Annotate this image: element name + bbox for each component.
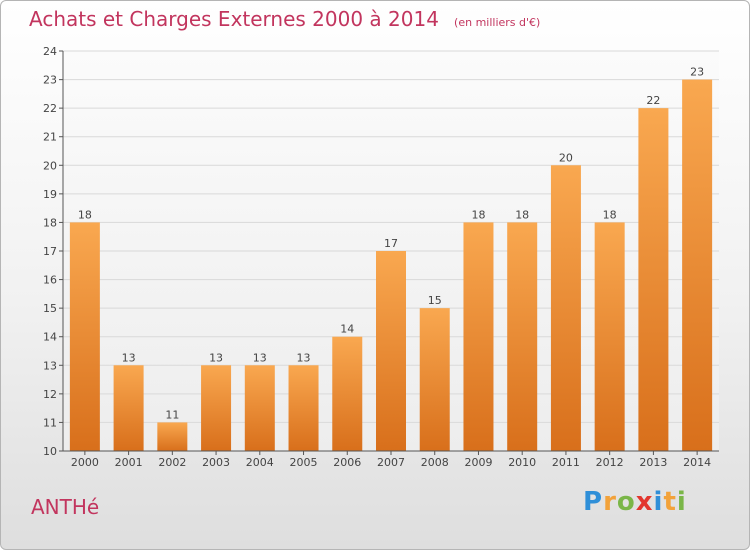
- data-label: 11: [165, 408, 179, 421]
- data-label: 13: [122, 351, 136, 364]
- bar: [376, 251, 406, 451]
- data-label: 18: [603, 208, 617, 221]
- x-tick-label: 2004: [246, 456, 274, 469]
- data-label: 23: [690, 66, 704, 79]
- bar: [113, 365, 144, 451]
- bar: [288, 365, 319, 451]
- y-tick-label: 17: [43, 245, 57, 258]
- data-label: 18: [78, 208, 92, 221]
- bar: [638, 108, 669, 452]
- bar: [550, 165, 581, 452]
- x-tick-label: 2009: [464, 456, 492, 469]
- y-tick-label: 18: [43, 216, 57, 229]
- data-label: 13: [253, 351, 267, 364]
- logo-letter: t: [663, 487, 677, 517]
- data-label: 22: [646, 94, 660, 107]
- bar: [682, 79, 713, 452]
- data-label: 20: [559, 151, 573, 164]
- data-label: 15: [428, 294, 442, 307]
- bar: [419, 308, 450, 451]
- y-tick-label: 10: [43, 445, 57, 458]
- data-label: 14: [340, 323, 354, 336]
- y-tick-label: 13: [43, 359, 57, 372]
- x-tick-label: 2008: [421, 456, 449, 469]
- data-label: 18: [515, 208, 529, 221]
- y-tick-label: 19: [43, 188, 57, 201]
- bar: [157, 422, 188, 451]
- x-tick-label: 2010: [508, 456, 536, 469]
- data-label: 13: [209, 351, 223, 364]
- bar: [244, 365, 275, 451]
- x-tick-label: 2007: [377, 456, 405, 469]
- commune-name: ANTHé: [31, 495, 100, 519]
- x-tick-label: 2012: [596, 456, 624, 469]
- y-tick-label: 16: [43, 274, 57, 287]
- y-tick-label: 12: [43, 388, 57, 401]
- y-tick-label: 22: [43, 102, 57, 115]
- bar: [463, 222, 494, 451]
- data-label: 18: [471, 208, 485, 221]
- x-tick-label: 2001: [115, 456, 143, 469]
- bar: [69, 222, 100, 451]
- logo-letter: P: [583, 487, 604, 517]
- y-tick-label: 21: [43, 131, 57, 144]
- x-tick-label: 2013: [639, 456, 667, 469]
- x-tick-label: 2000: [71, 456, 99, 469]
- x-tick-label: 2005: [290, 456, 318, 469]
- y-tick-label: 20: [43, 159, 57, 172]
- logo-letter: o: [616, 487, 636, 517]
- bar: [594, 222, 625, 451]
- logo-letter: x: [635, 487, 654, 517]
- x-tick-label: 2002: [158, 456, 186, 469]
- logo-letter: i: [676, 487, 687, 517]
- x-tick-label: 2011: [552, 456, 580, 469]
- y-tick-label: 23: [43, 74, 57, 87]
- logo-letter: r: [603, 487, 617, 517]
- data-label: 13: [297, 351, 311, 364]
- chart-title: Achats et Charges Externes 2000 à 2014: [29, 7, 439, 31]
- x-tick-label: 2003: [202, 456, 230, 469]
- x-tick-label: 2014: [683, 456, 711, 469]
- bar: [332, 336, 363, 451]
- bar: [201, 365, 232, 451]
- title-row: Achats et Charges Externes 2000 à 2014 (…: [29, 7, 540, 31]
- y-tick-label: 11: [43, 416, 57, 429]
- y-tick-label: 15: [43, 302, 57, 315]
- data-label: 17: [384, 237, 398, 250]
- proxiti-logo[interactable]: Proxiti: [583, 487, 687, 517]
- logo-letter: i: [653, 487, 664, 517]
- x-tick-label: 2006: [333, 456, 361, 469]
- y-tick-label: 24: [43, 45, 57, 58]
- y-tick-label: 14: [43, 331, 57, 344]
- chart-unit: (en milliers d'€): [454, 16, 541, 29]
- bar: [507, 222, 538, 451]
